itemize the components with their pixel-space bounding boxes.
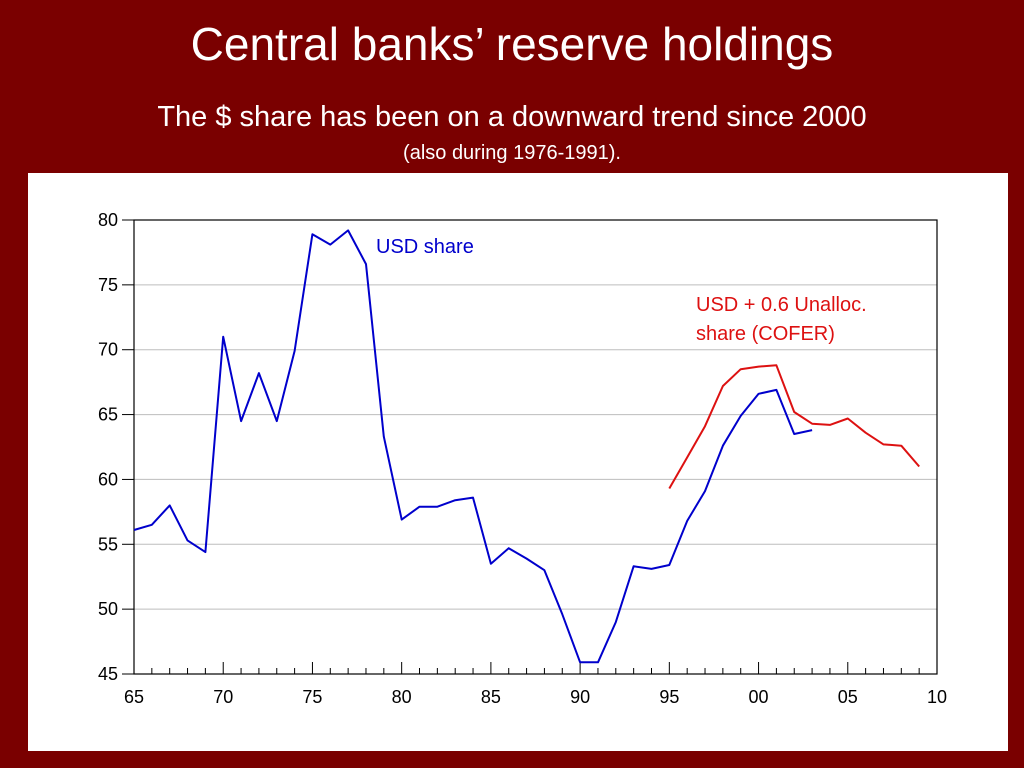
line-chart: 45 50 55 60 65 70 75 80 65 70 75 80 85 90 95 00 05 10 USD … xyxy=(98,210,947,707)
series-line-1 xyxy=(668,364,920,489)
x-tick-label: 85 xyxy=(481,687,501,707)
plot-frame xyxy=(133,219,938,675)
y-tick-label: 65 xyxy=(98,405,118,425)
series-label-0: USD share xyxy=(376,236,474,258)
x-tick-label: 70 xyxy=(213,687,233,707)
chart-panel: 45 50 55 60 65 70 75 80 65 70 75 80 85 90 95 00 05 10 USD … xyxy=(28,173,1008,751)
x-tick-label: 10 xyxy=(927,687,947,707)
x-tick-label: 65 xyxy=(124,687,144,707)
x-tick-label: 00 xyxy=(749,687,769,707)
y-tick-label: 55 xyxy=(98,534,118,554)
slide-subtitle: The $ share has been on a downward trend… xyxy=(157,101,867,133)
x-tick-label: 75 xyxy=(302,687,322,707)
y-tick-label: 70 xyxy=(98,340,118,360)
series-line-0 xyxy=(133,229,813,664)
series-label-1: share (COFER) xyxy=(696,323,835,345)
x-tick-label: 80 xyxy=(392,687,412,707)
y-tick-label: 75 xyxy=(98,275,118,295)
series-label-1: USD + 0.6 Unalloc. xyxy=(696,294,867,316)
y-tick-label: 60 xyxy=(98,469,118,489)
slide-note: (also during 1976-1991). xyxy=(403,142,621,164)
y-tick-label: 80 xyxy=(98,210,118,230)
x-tick-label: 05 xyxy=(838,687,858,707)
x-tick-label: 90 xyxy=(570,687,590,707)
x-tick-label: 95 xyxy=(659,687,679,707)
y-tick-label: 45 xyxy=(98,664,118,684)
slide-title: Central banks’ reserve holdings xyxy=(190,18,834,70)
y-tick-label: 50 xyxy=(98,599,118,619)
